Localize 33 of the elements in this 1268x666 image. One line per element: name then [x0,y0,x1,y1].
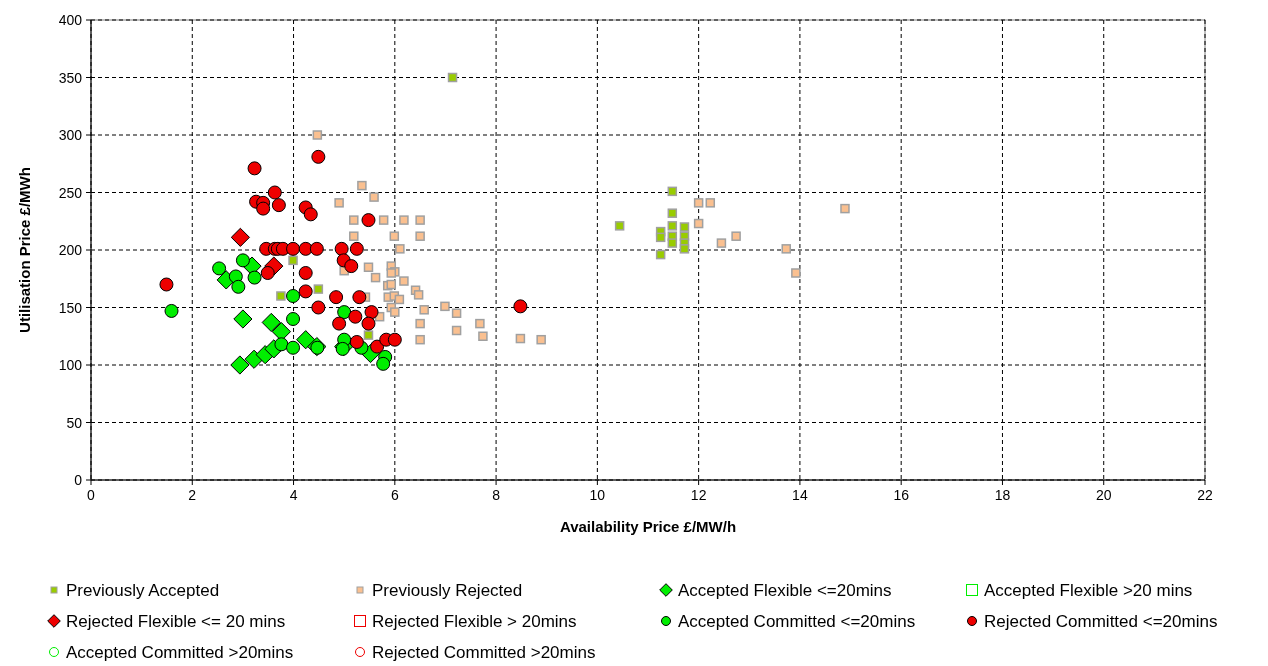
y-tick-label: 400 [58,12,83,28]
legend-label: Accepted Committed >20mins [66,643,294,662]
y-tick-label: 250 [58,184,83,201]
x-tick-label: 18 [994,487,1011,503]
x-tick-label: 16 [893,487,910,503]
legend-label: Accepted Flexible <=20mins [678,581,892,600]
x-tick-label: 22 [1197,487,1213,503]
y-tick-label: 150 [58,299,83,316]
legend-label: Previously Rejected [372,581,523,600]
legend-label: Previously Accepted [66,581,220,600]
x-tick-label: 20 [1095,487,1112,503]
legend-label: Accepted Committed <=20mins [678,612,916,631]
y-tick-label: 200 [58,242,83,258]
y-tick-label: 350 [58,69,83,86]
legend-label: Rejected Flexible > 20mins [372,612,577,631]
legend-label: Rejected Flexible <= 20 mins [66,612,286,631]
y-tick-label: 100 [58,357,83,373]
x-axis-title: Availability Price £/MW/h [559,518,737,535]
y-tick-label: 50 [66,414,83,431]
y-tick-label: 300 [58,127,83,143]
x-tick-label: 4 [289,487,298,503]
x-tick-label: 10 [589,487,606,503]
x-tick-label: 2 [188,487,197,503]
legend-label: Rejected Committed >20mins [372,643,596,662]
x-tick-label: 8 [492,487,501,503]
x-tick-label: 6 [390,487,399,503]
x-tick-label: 12 [690,487,707,503]
x-tick-label: 14 [792,487,808,503]
x-tick-label: 0 [87,487,96,503]
y-tick-label: 0 [74,472,83,488]
y-axis-title: Utilisation Price £/MWh [16,167,33,333]
legend-label: Rejected Committed <=20mins [984,612,1218,631]
legend-label: Accepted Flexible >20 mins [984,581,1193,600]
